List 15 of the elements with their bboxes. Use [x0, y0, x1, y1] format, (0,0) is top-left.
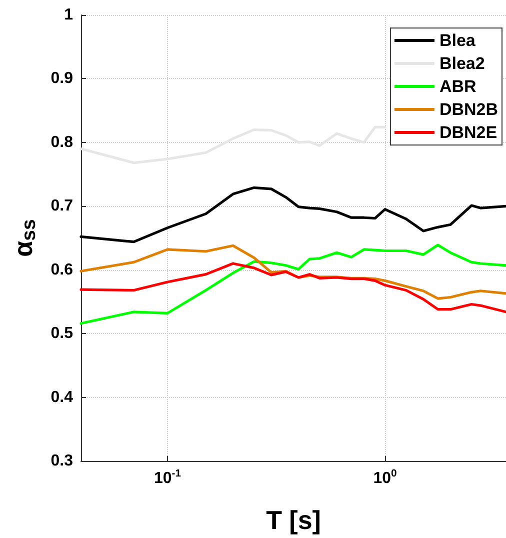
y-tick-label: 0.9 — [50, 70, 74, 88]
y-tick-label: 0.4 — [50, 388, 74, 406]
y-tick-label: 1 — [64, 6, 74, 24]
y-tick-label: 0.7 — [50, 198, 74, 215]
legend-label: ABR — [439, 77, 476, 96]
y-axis-title: αss — [8, 219, 40, 257]
y-tick-label: 0.8 — [50, 134, 74, 151]
legend-label: DBN2B — [439, 100, 498, 119]
y-tick-label: 0.3 — [50, 452, 74, 470]
legend-label: DBN2E — [439, 123, 498, 142]
x-axis-title: T [s] — [266, 505, 321, 535]
legend-label: Blea2 — [439, 54, 485, 73]
y-tick-label: 0.5 — [50, 325, 74, 342]
legend-label: Blea — [439, 31, 476, 50]
y-tick-label: 0.6 — [50, 261, 74, 278]
